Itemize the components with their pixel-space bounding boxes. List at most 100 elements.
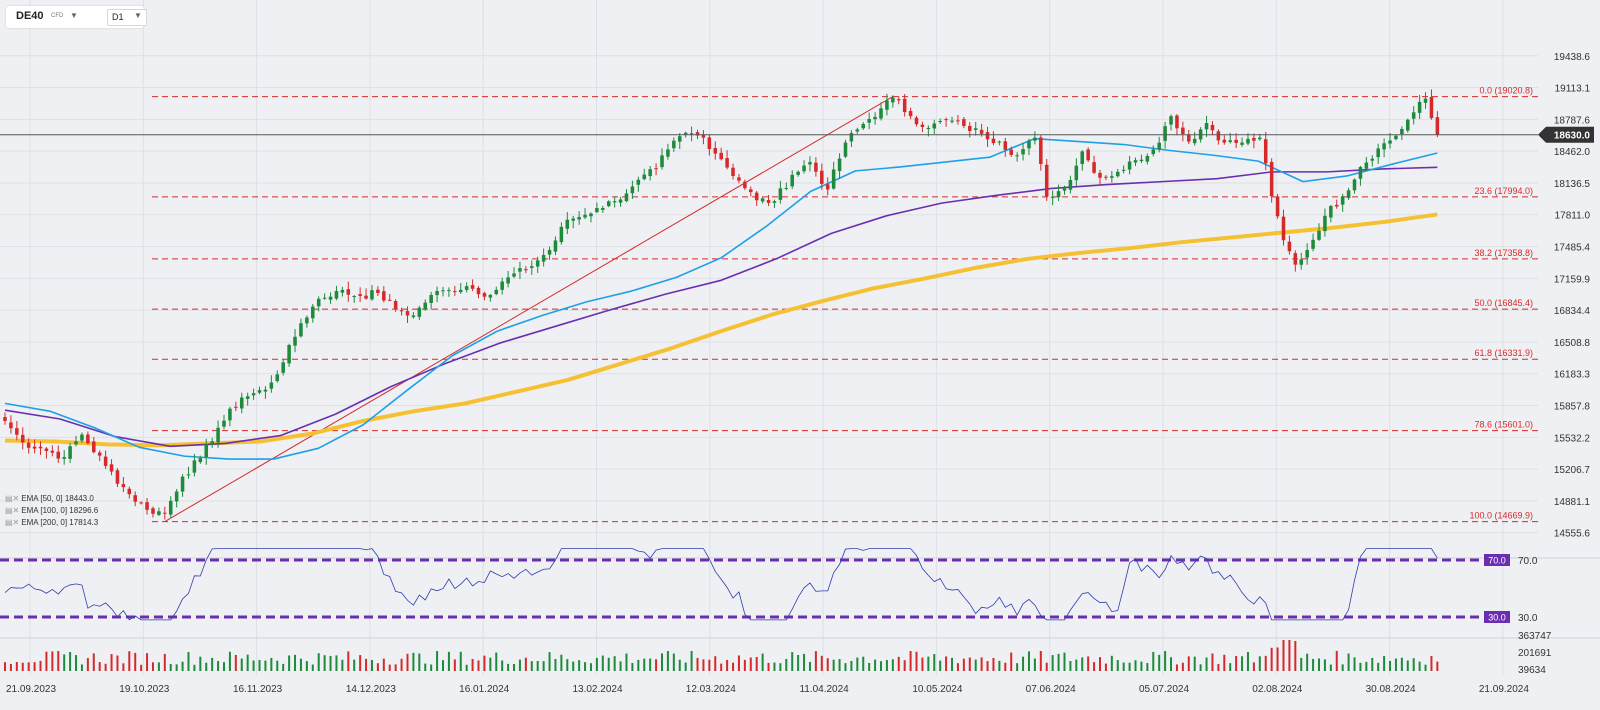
volume-bar <box>1181 662 1184 671</box>
volume-bar <box>518 659 521 671</box>
candle-body <box>476 287 481 295</box>
candle-body <box>725 158 729 168</box>
candle-body <box>44 448 49 451</box>
candle-body <box>719 152 723 160</box>
candle-body <box>1009 149 1013 155</box>
volume-bar <box>1282 640 1285 671</box>
volume-bar <box>1081 657 1084 671</box>
volume-bar <box>808 661 811 671</box>
candle-body <box>417 307 422 317</box>
volume-bar <box>974 659 977 671</box>
candle-body <box>926 127 931 129</box>
price-axis-label: 16834.4 <box>1554 306 1591 317</box>
candle-body <box>660 155 664 168</box>
ema-legend-item[interactable]: ▤✕ EMA [200, 0] 17814.3 <box>5 518 98 527</box>
time-axis-label: 10.05.2024 <box>912 684 962 695</box>
ema-legend-item[interactable]: ▤✕ EMA [100, 0] 18296.6 <box>5 506 98 515</box>
settings-icon[interactable]: ▤✕ <box>5 494 20 503</box>
candle-body <box>1086 149 1090 161</box>
candle-body <box>494 289 499 295</box>
candle-body <box>601 208 605 210</box>
volume-bar <box>317 653 320 671</box>
volume-bar <box>1323 659 1326 671</box>
volume-bar <box>1217 664 1220 671</box>
volume-bar <box>69 652 72 671</box>
volume-bar <box>1359 662 1362 671</box>
candle-body <box>796 171 800 175</box>
volume-bar <box>110 654 113 671</box>
candle-body <box>1092 162 1096 173</box>
candle-body <box>849 133 854 142</box>
volume-bar <box>1229 663 1232 671</box>
volume-bar <box>305 661 308 671</box>
last-price-marker: 18630.0 <box>1538 126 1594 143</box>
time-axis-label: 30.08.2024 <box>1366 684 1416 695</box>
candle-body <box>109 464 114 472</box>
candle-body <box>316 298 321 307</box>
candle-body <box>222 420 226 427</box>
candle-body <box>802 165 806 172</box>
candle-body <box>914 117 919 125</box>
volume-bar <box>382 658 385 671</box>
candle-body <box>630 186 635 194</box>
candle-body <box>115 470 120 484</box>
candle-body <box>38 446 43 449</box>
volume-bar <box>637 659 640 671</box>
volume-bar <box>1223 654 1226 671</box>
volume-bar <box>607 657 610 671</box>
settings-icon[interactable]: ▤✕ <box>5 506 20 515</box>
candle-body <box>873 116 877 120</box>
timeframe-label: D1 <box>112 12 124 22</box>
settings-icon[interactable]: ▤✕ <box>5 518 20 527</box>
volume-bar <box>513 663 516 671</box>
candle-body <box>1311 239 1315 249</box>
candle-body <box>565 219 570 229</box>
time-axis-label: 21.09.2024 <box>1479 684 1529 695</box>
volume-bar <box>820 655 823 671</box>
candle-body <box>435 291 439 296</box>
candle-body <box>423 302 428 310</box>
candle-body <box>1021 149 1025 155</box>
volume-bar <box>252 660 255 671</box>
price-axis-label: 19113.1 <box>1555 84 1591 95</box>
candle-body <box>1115 171 1120 177</box>
volume-bar <box>619 661 622 671</box>
candle-body <box>346 289 351 295</box>
volume-bar <box>1022 656 1025 671</box>
ema-legend-item[interactable]: ▤✕ EMA [50, 0] 18443.0 <box>5 494 94 503</box>
candles <box>3 89 1440 520</box>
volume-bar <box>424 663 427 671</box>
chevron-down-icon[interactable]: ▼ <box>70 11 78 20</box>
volume-bar <box>33 662 36 671</box>
candle-body <box>1411 112 1416 119</box>
time-axis-label: 02.08.2024 <box>1252 684 1302 695</box>
candle-body <box>210 441 214 445</box>
candle-body <box>672 140 676 149</box>
candle-body <box>1074 165 1079 181</box>
volume-bar <box>335 655 338 671</box>
volume-bar <box>495 652 498 671</box>
volume-bar <box>311 664 314 671</box>
timeframe-select[interactable]: D1 ▼ <box>107 9 147 26</box>
symbol-selector[interactable]: DE40 CFD ▼ D1 ▼ <box>6 6 147 28</box>
price-axis-label: 19438.6 <box>1554 52 1591 63</box>
volume-bar <box>927 656 930 671</box>
candle-body <box>1139 159 1144 162</box>
fib-label: 61.8 (16331.9) <box>1474 348 1533 358</box>
volume-bar <box>57 651 60 671</box>
candle-body <box>441 290 445 292</box>
candle-body <box>1269 161 1274 197</box>
volume-bar <box>589 663 592 671</box>
candle-body <box>458 289 463 293</box>
volume-bar <box>240 658 243 671</box>
candle-body <box>482 293 487 297</box>
volume-bar <box>1353 657 1356 671</box>
volume-bar <box>880 661 882 671</box>
volume-bar <box>98 662 101 671</box>
volume-bar <box>690 651 693 671</box>
candle-body <box>411 315 416 318</box>
candle-body <box>1376 148 1380 158</box>
volume-bar <box>276 660 279 671</box>
chevron-down-icon: ▼ <box>134 11 142 20</box>
